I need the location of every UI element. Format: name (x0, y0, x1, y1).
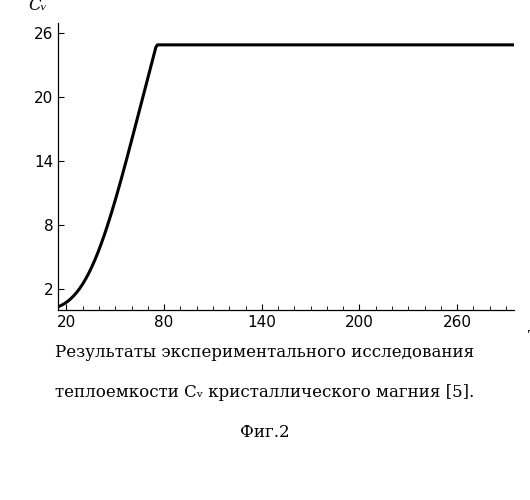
Text: Фиг.2: Фиг.2 (240, 424, 290, 441)
Text: Результаты экспериментального исследования: Результаты экспериментального исследован… (55, 344, 475, 361)
Text: теплоемкости Cᵥ кристаллического магния [5].: теплоемкости Cᵥ кристаллического магния … (55, 384, 475, 401)
Text: T, K: T, K (528, 328, 530, 345)
Text: Cᵥ: Cᵥ (29, 0, 48, 14)
